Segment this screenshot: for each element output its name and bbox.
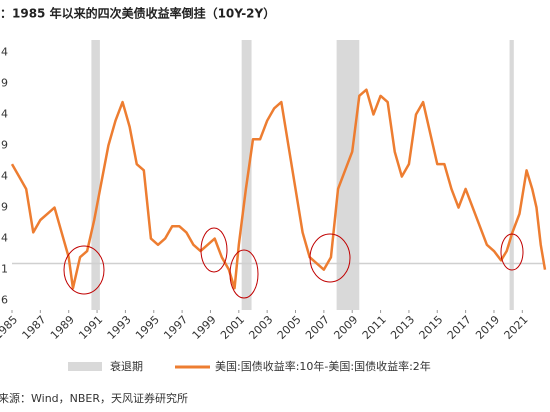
x-tick-label: 2005 (275, 313, 304, 342)
chart-title: ：1985 年以来的四次美债收益率倒挂（10Y-2Y） (0, 6, 275, 21)
recession-band (241, 40, 252, 310)
legend-label: 美国:国债收益率:10年-美国:国债收益率:2年 (215, 359, 431, 373)
x-tick-label: 2021 (502, 313, 531, 342)
x-tick-label: 1987 (20, 313, 49, 342)
y-tick-label: 1.4 (0, 170, 8, 183)
series-line (10, 88, 547, 290)
y-tick-label: -0.6 (0, 294, 8, 307)
legend-swatch-recession (68, 362, 102, 371)
legend-label: 衰退期 (110, 359, 143, 373)
x-tick-label: 1993 (105, 313, 134, 342)
y-tick-label: 2.9 (0, 76, 8, 89)
recession-band (91, 40, 100, 310)
x-tick-label: 2007 (303, 313, 332, 342)
x-tick-label: 1995 (133, 313, 162, 342)
recession-band (509, 40, 514, 310)
x-tick-label: 1997 (161, 313, 190, 342)
y-tick-label: 0.4 (0, 232, 8, 245)
x-tick-label: 1985 (0, 313, 20, 342)
recession-band (336, 40, 360, 310)
recession-bands (91, 40, 514, 310)
x-tick-label: 2019 (473, 313, 502, 342)
y-tick-label: 3.4 (0, 45, 8, 58)
x-tick-label: 2001 (218, 313, 247, 342)
annotation-circle (200, 227, 228, 273)
y-tick-label: 1.9 (0, 139, 8, 152)
source-note: 来源：Wind，NBER，天风证券研究所 (0, 391, 188, 405)
annotation-circle (229, 249, 259, 299)
x-tick-label: 1989 (48, 313, 77, 342)
y-tick-label: 2.4 (0, 107, 8, 120)
x-tick-label: 2011 (360, 313, 389, 342)
annotation-circle (63, 245, 105, 295)
x-tick-label: 1999 (190, 313, 219, 342)
annotation-circle (309, 233, 351, 283)
x-tick-label: 1991 (76, 313, 105, 342)
x-tick-label: 2009 (331, 313, 360, 342)
x-tick-label: 2017 (445, 313, 474, 342)
x-tick-label: 2015 (417, 313, 446, 342)
x-tick-label: 2013 (388, 313, 417, 342)
x-tick-label: 2003 (246, 313, 275, 342)
lines (10, 88, 547, 290)
y-tick-label: -0.1 (0, 263, 8, 276)
inversion-circles (63, 227, 524, 299)
annotation-circle (500, 233, 524, 271)
y-tick-label: 0.9 (0, 201, 8, 214)
